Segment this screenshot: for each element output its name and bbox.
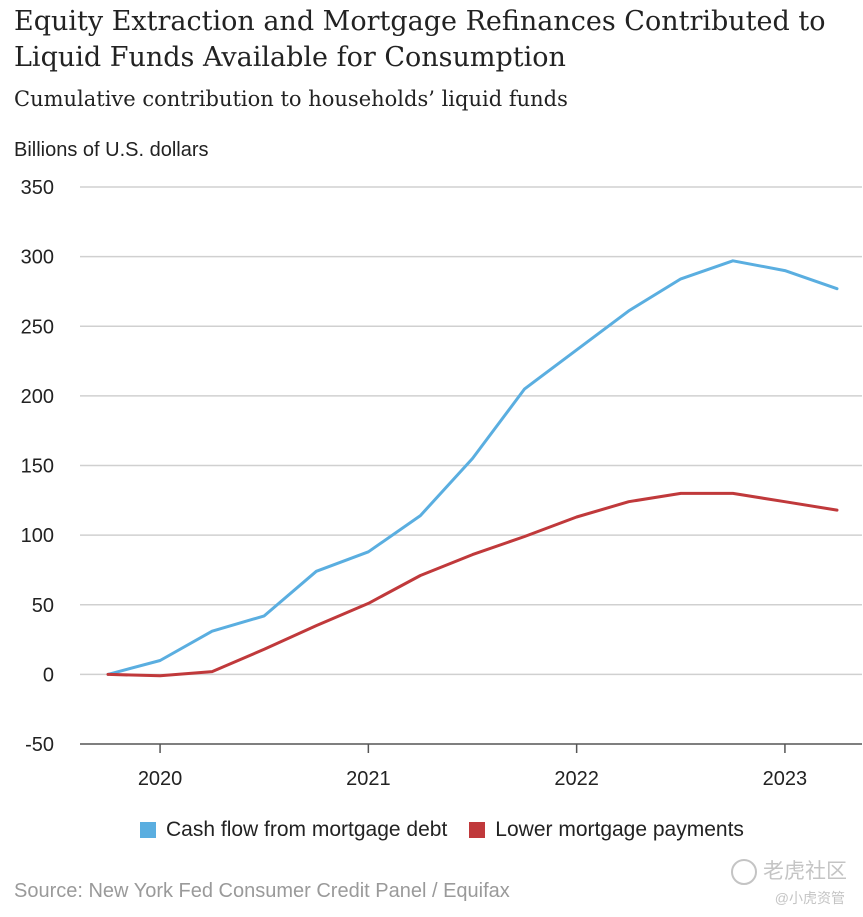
legend-label-lower-payments: Lower mortgage payments [495, 818, 744, 841]
legend-item-cash-flow: Cash flow from mortgage debt [140, 818, 447, 842]
watermark-logo-icon [731, 859, 757, 886]
x-tick-label: 2020 [138, 768, 183, 790]
legend-item-lower-payments: Lower mortgage payments [469, 818, 744, 842]
legend-label-cash-flow: Cash flow from mortgage debt [166, 818, 448, 841]
y-axis-label: Billions of U.S. dollars [14, 139, 209, 161]
y-tick-label: 50 [32, 595, 54, 617]
y-tick-label: 100 [21, 525, 54, 547]
y-tick-label: 150 [21, 456, 54, 478]
y-tick-label: 250 [21, 316, 54, 338]
series-line-lower-payments [106, 491, 839, 678]
source-note: Source: New York Fed Consumer Credit Pan… [14, 880, 510, 902]
chart-title: Equity Extraction and Mortgage Refinance… [14, 6, 826, 73]
x-tick-label: 2021 [346, 768, 391, 790]
watermark-text: 老虎社区 [763, 860, 847, 883]
y-tick-label: 350 [21, 177, 54, 199]
y-tick-label: 0 [43, 664, 54, 686]
x-tick-label: 2023 [763, 768, 808, 790]
y-tick-label: -50 [25, 734, 54, 756]
chart-legend: Cash flow from mortgage debt Lower mortg… [140, 818, 766, 842]
line-chart-plot: -50 0 50 100 150 200 250 300 350 2020 2021 2022 2023 [21, 177, 862, 790]
y-tick-label: 300 [21, 247, 54, 269]
series-line-cash-flow [106, 259, 839, 676]
watermark: 老虎社区 [731, 855, 847, 886]
legend-swatch-lower-payments [469, 822, 486, 838]
chart-subtitle: Cumulative contribution to households’ l… [14, 87, 568, 111]
x-tick-label: 2022 [554, 768, 599, 790]
legend-swatch-cash-flow [140, 822, 156, 838]
y-tick-label: 200 [21, 386, 54, 408]
watermark-handle: @小虎资管 [774, 890, 845, 906]
